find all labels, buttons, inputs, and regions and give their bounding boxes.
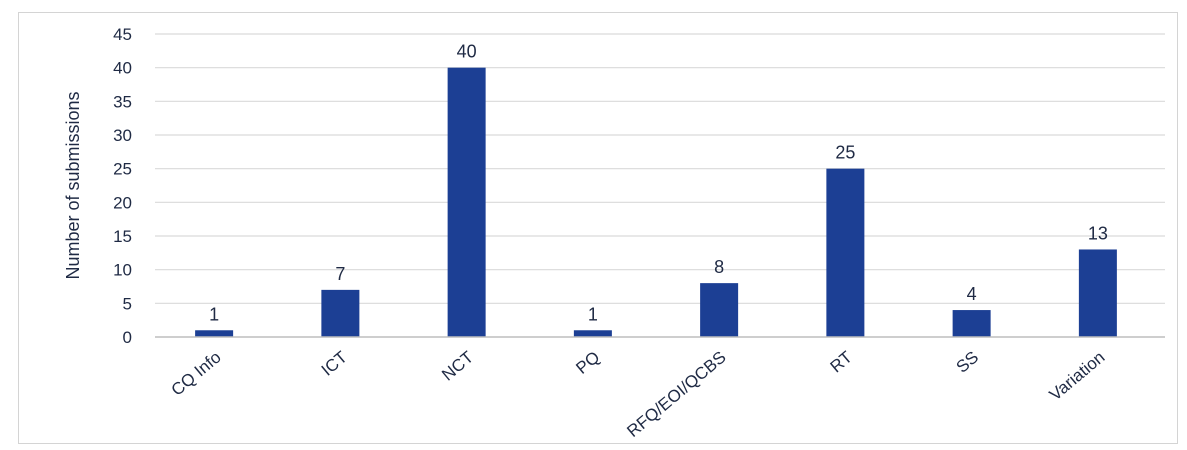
y-axis-title: Number of submissions — [63, 91, 83, 279]
y-tick-label: 45 — [113, 25, 132, 44]
bar — [321, 289, 360, 337]
y-tick-label: 20 — [113, 193, 132, 212]
bar — [573, 330, 612, 337]
y-tick-label: 35 — [113, 92, 132, 111]
y-tick-label: 15 — [113, 227, 132, 246]
data-label: 8 — [714, 257, 724, 277]
bar — [1078, 249, 1117, 337]
x-axis-categories: CQ Info ICT NCT PQ RFQ/EOI/QCBS RT SS Variation — [168, 348, 1109, 441]
category-label: Variation — [1046, 348, 1109, 405]
bar — [826, 168, 865, 337]
y-tick-label: 5 — [123, 294, 132, 313]
category-label: RFQ/EOI/QCBS — [623, 348, 729, 441]
data-label: 7 — [335, 264, 345, 284]
data-labels: 1 7 40 1 8 25 4 13 — [209, 42, 1108, 325]
category-label: NCT — [438, 348, 477, 385]
data-label: 4 — [967, 284, 977, 304]
y-axis-ticks: 0 5 10 15 20 25 30 35 40 45 — [113, 25, 132, 347]
data-label: 13 — [1088, 223, 1108, 243]
category-label: SS — [953, 348, 983, 377]
data-label: 1 — [209, 304, 219, 324]
data-label: 1 — [588, 304, 598, 324]
chart-frame — [18, 12, 1178, 444]
bar — [952, 310, 991, 337]
y-tick-label: 10 — [113, 261, 132, 280]
bar — [447, 67, 486, 338]
y-tick-label: 0 — [123, 328, 132, 347]
category-label: CQ Info — [168, 348, 225, 400]
bars — [195, 67, 1117, 338]
bar — [700, 283, 739, 337]
y-tick-label: 25 — [113, 160, 132, 179]
category-label: RT — [827, 348, 856, 377]
category-label: ICT — [318, 348, 351, 380]
gridlines — [155, 33, 1165, 304]
data-label: 40 — [457, 42, 477, 62]
data-label: 25 — [835, 143, 855, 163]
y-tick-label: 40 — [113, 59, 132, 78]
category-label: PQ — [572, 348, 603, 378]
y-tick-label: 30 — [113, 126, 132, 145]
bar — [195, 330, 234, 337]
